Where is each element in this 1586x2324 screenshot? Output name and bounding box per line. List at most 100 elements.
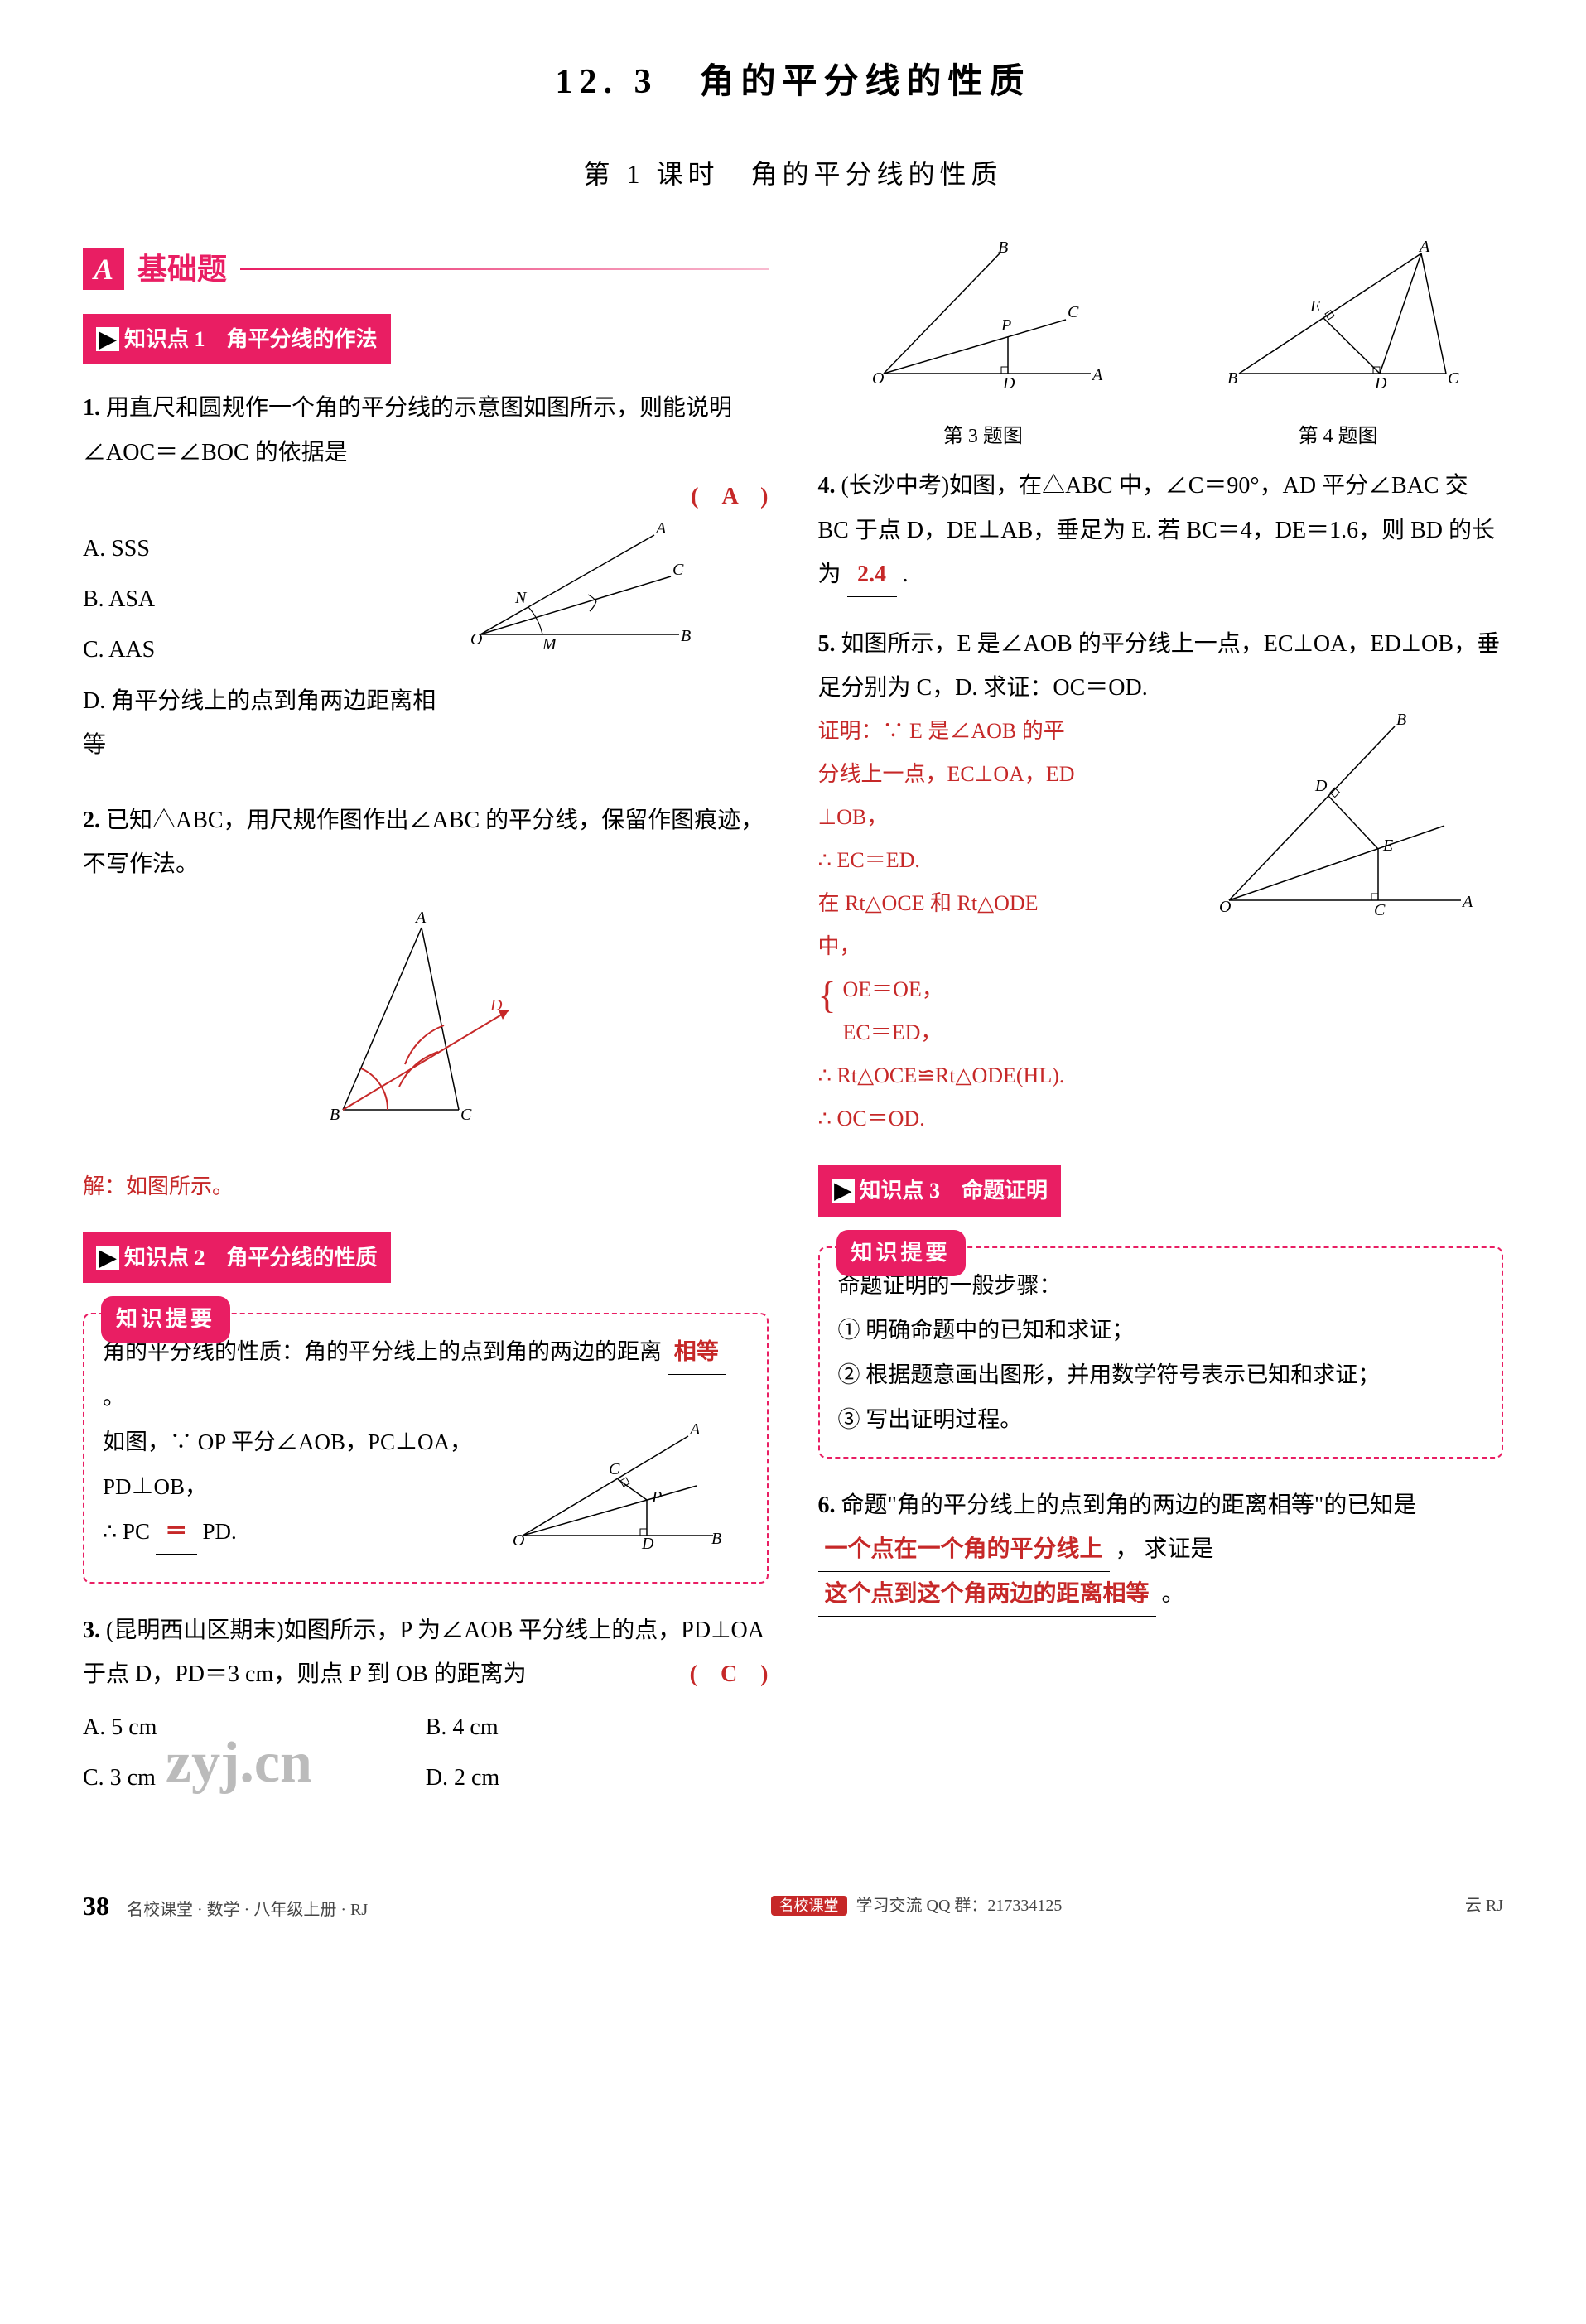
tip1-line1: 角的平分线的性质：角的平分线上的点到角的两边的距离 [103,1339,662,1364]
footer-mid: 学习交流 QQ 群：217334125 [856,1897,1063,1915]
q5-figure: O A B C D E [1212,710,1478,925]
q6-text-a: 命题"角的平分线上的点到角的两边的距离相等"的已知是 [841,1492,1417,1518]
q2-number: 2. [83,808,100,833]
q6-blank2: 这个点到这个角两边的距离相等 [818,1572,1156,1617]
svg-text:E: E [1382,837,1393,855]
svg-text:B: B [1227,369,1237,388]
q3-text: (昆明西山区期末)如图所示，P 为∠AOB 平分线上的点，PD⊥OA 于点 D，… [83,1618,763,1687]
right-column: O A B C D P 第 3 题图 A [818,241,1504,1831]
q5-proof-cont: { OE＝OE， EC＝ED， ∴ Rt△OCE≌Rt△ODE(HL). ∴ O… [818,968,1504,1140]
tip1-label: 知识提要 [101,1296,230,1343]
q3-answer: ( C ) [690,1652,769,1696]
q2-figure: A B C D [293,903,558,1135]
page-number: 38 [83,1891,109,1921]
svg-text:E: E [1309,297,1320,316]
svg-text:D: D [641,1535,654,1552]
two-column-layout: A 基础题 知识点 1 角平分线的作法 1. 用直尺和圆规作一个角的平分线的示意… [83,241,1503,1831]
q5-proof-l10: ∴ OC＝OD. [818,1097,1504,1140]
svg-text:D: D [1314,777,1328,795]
svg-text:B: B [998,241,1008,257]
q3-option-c: C. 3 cm [83,1756,426,1800]
section-a-header: A 基础题 [83,241,769,297]
svg-text:A: A [1418,241,1430,256]
section-badge: A [83,248,124,290]
q1-answer: ( A ) [691,475,768,518]
svg-text:C: C [1448,369,1459,388]
q5-proof-l3: ⊥OB， [818,796,1196,839]
q5-proof-l7: OE＝OE， [843,968,1504,1011]
section-label: 基础题 [137,241,227,297]
svg-text:A: A [688,1420,701,1439]
q5-proof-l2: 分线上一点，EC⊥OA，ED [818,753,1196,796]
q6-text-b: 求证是 [1145,1536,1214,1562]
q4-number: 4. [818,473,836,499]
tip1-line3a: ∴ PC [103,1519,150,1544]
q5-proof-l6: 中， [818,925,1196,968]
q5-proof-l9: ∴ Rt△OCE≌Rt△ODE(HL). [818,1054,1504,1097]
tip-box-2: 知识提要 命题证明的一般步骤： ① 明确命题中的已知和求证； ② 根据题意画出图… [818,1246,1504,1459]
question-3: 3. (昆明西山区期末)如图所示，P 为∠AOB 平分线上的点，PD⊥OA 于点… [83,1608,769,1806]
q1-option-a: A. SSS [83,527,447,571]
q5-number: 5. [818,631,836,657]
svg-text:O: O [872,369,884,388]
q2-text: 已知△ABC，用尺规作图作出∠ABC 的平分线，保留作图痕迹，不写作法。 [83,808,764,877]
fig3-caption: 第 3 题图 [818,418,1149,456]
tip1-period1: 。 [103,1385,125,1410]
q6-comma: ， [1116,1536,1139,1562]
question-4: 4. (长沙中考)如图，在△ABC 中，∠C＝90°，AD 平分∠BAC 交 B… [818,464,1504,597]
footer-right: 云 RJ [1465,1890,1503,1921]
tip1-line3b: PD. [202,1519,236,1544]
svg-text:B: B [681,627,691,645]
q4-period: . [903,562,909,587]
svg-text:O: O [470,630,482,649]
svg-text:C: C [672,561,684,579]
q5-proof-l5: 在 Rt△OCE 和 Rt△ODE [818,882,1196,925]
svg-text:B: B [1396,711,1406,729]
svg-text:P: P [1000,316,1011,335]
page-subtitle: 第 1 课时 角的平分线的性质 [83,149,1503,200]
question-5: 5. 如图所示，E 是∠AOB 的平分线上一点，EC⊥OA，ED⊥OB，垂足分别… [818,622,1504,1140]
svg-text:D: D [489,996,503,1015]
section-underline [240,268,768,270]
q4-text: (长沙中考)如图，在△ABC 中，∠C＝90°，AD 平分∠BAC 交 BC 于… [818,473,1495,586]
svg-text:A: A [414,909,427,927]
q1-number: 1. [83,395,100,421]
q5-text: 如图所示，E 是∠AOB 的平分线上一点，EC⊥OA，ED⊥OB，垂足分别为 C… [818,631,1500,701]
question-6: 6. 命题"角的平分线上的点到角的两边的距离相等"的已知是 一个点在一个角的平分… [818,1483,1504,1618]
knowledge-point-2: 知识点 2 角平分线的性质 [83,1232,391,1283]
tip2-l3: ② 根据题意画出图形，并用数学符号表示已知和求证； [838,1352,1484,1397]
svg-text:B: B [711,1530,721,1548]
q3-figure: O A B C D P [859,241,1107,398]
svg-text:C: C [460,1106,472,1124]
tip1-blank1: 相等 [668,1329,726,1375]
tip1-line2: 如图，∵ OP 平分∠AOB，PC⊥OA，PD⊥OB， [103,1420,489,1509]
q5-proof-l8: EC＝ED， [843,1011,1504,1054]
svg-text:C: C [1068,303,1079,321]
svg-text:C: C [1374,901,1386,919]
q4-figure: A B C D E [1214,241,1463,398]
svg-text:D: D [1002,374,1015,393]
fig4-caption: 第 4 题图 [1173,418,1503,456]
svg-text:D: D [1374,374,1387,393]
q1-text: 用直尺和圆规作一个角的平分线的示意图如图所示，则能说明∠AOC＝∠BOC 的依据… [83,395,732,465]
q1-option-b: B. ASA [83,577,447,621]
svg-text:O: O [513,1531,524,1550]
svg-text:C: C [609,1460,620,1478]
q1-figure: O B A C M N [464,518,696,659]
tip2-l4: ③ 写出证明过程。 [838,1397,1484,1442]
tip1-blank2: ＝ [156,1509,197,1555]
question-2: 2. 已知△ABC，用尺规作图作出∠ABC 的平分线，保留作图痕迹，不写作法。 … [83,798,769,1208]
tip2-l2: ① 明确命题中的已知和求证； [838,1308,1484,1352]
svg-text:A: A [654,519,667,538]
q1-option-c: C. AAS [83,628,447,672]
footer-mid-badge: 名校课堂 [771,1896,847,1916]
q1-option-d: D. 角平分线上的点到角两边距离相等 [83,679,447,767]
q3-option-d: D. 2 cm [426,1756,769,1800]
q5-proof: 证明：∵ E 是∠AOB 的平 分线上一点，EC⊥OA，ED ⊥OB， ∴ EC… [818,710,1196,968]
tip-box-1: 知识提要 角的平分线的性质：角的平分线上的点到角的两边的距离 相等 。 如图，∵… [83,1313,769,1584]
footer-left: 名校课堂 · 数学 · 八年级上册 · RJ [127,1901,368,1919]
svg-text:B: B [330,1106,340,1124]
tip2-label: 知识提要 [836,1230,966,1276]
svg-text:M: M [542,635,557,653]
knowledge-point-3: 知识点 3 命题证明 [818,1165,1062,1216]
